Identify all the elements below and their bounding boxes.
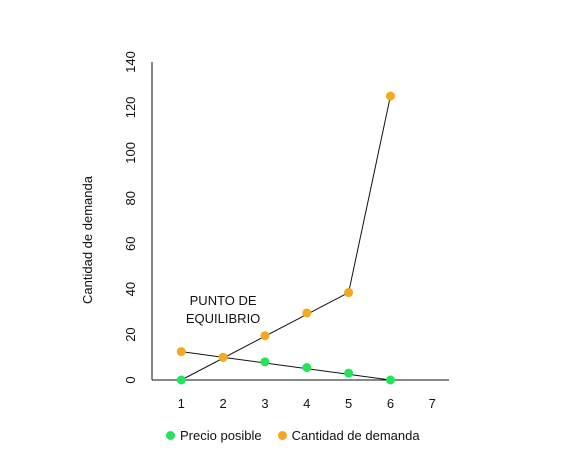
legend-item-precio: Precio posible [166,428,262,443]
y-tick-label: 0 [123,376,138,383]
trend-line [181,351,391,381]
x-tick-label: 2 [219,396,226,411]
y-tick-label: 140 [123,51,138,73]
data-point-precio [344,368,354,378]
x-tick-label: 7 [429,396,436,411]
x-tick-label: 5 [345,396,352,411]
y-tick-label: 60 [123,236,138,250]
data-point-cantidad [302,308,312,318]
data-point-precio [302,363,312,373]
data-point-precio [260,357,270,367]
data-point-cantidad [344,288,354,298]
y-axis-title: Cantidad de demanda [80,175,95,304]
y-tick-label: 100 [123,142,138,164]
x-tick-label: 6 [387,396,394,411]
y-tick-label: 20 [123,327,138,341]
x-tick-label: 4 [303,396,310,411]
legend-marker-precio [166,431,175,440]
trend-lines [181,95,391,381]
legend: Precio posible Cantidad de demanda [166,428,420,443]
legend-item-cantidad: Cantidad de demanda [277,428,420,443]
annotation-label: PUNTO DE [190,293,257,308]
data-points [176,91,395,385]
data-point-cantidad [385,91,395,101]
legend-label-cantidad: Cantidad de demanda [291,428,420,443]
legend-marker-cantidad [277,431,287,440]
data-point-cantidad [176,347,186,357]
legend-label-precio: Precio posible [180,428,262,443]
data-point-precio [176,375,186,385]
chart-labels: 1 2 3 4 5 6 7 0 20 40 60 80 100 120 140 Cantidad de dem… [80,51,436,411]
data-point-precio [385,375,395,385]
data-point-cantidad [260,331,270,341]
axes [151,62,449,381]
y-tick-label: 40 [123,282,138,296]
trend-line [348,95,391,293]
data-point-cantidad [218,352,228,362]
y-tick-label: 80 [123,191,138,205]
y-tick-label: 120 [123,97,138,119]
annotation-label: EQUILIBRIO [186,311,260,326]
x-tick-label: 1 [178,396,185,411]
x-tick-label: 3 [261,396,268,411]
